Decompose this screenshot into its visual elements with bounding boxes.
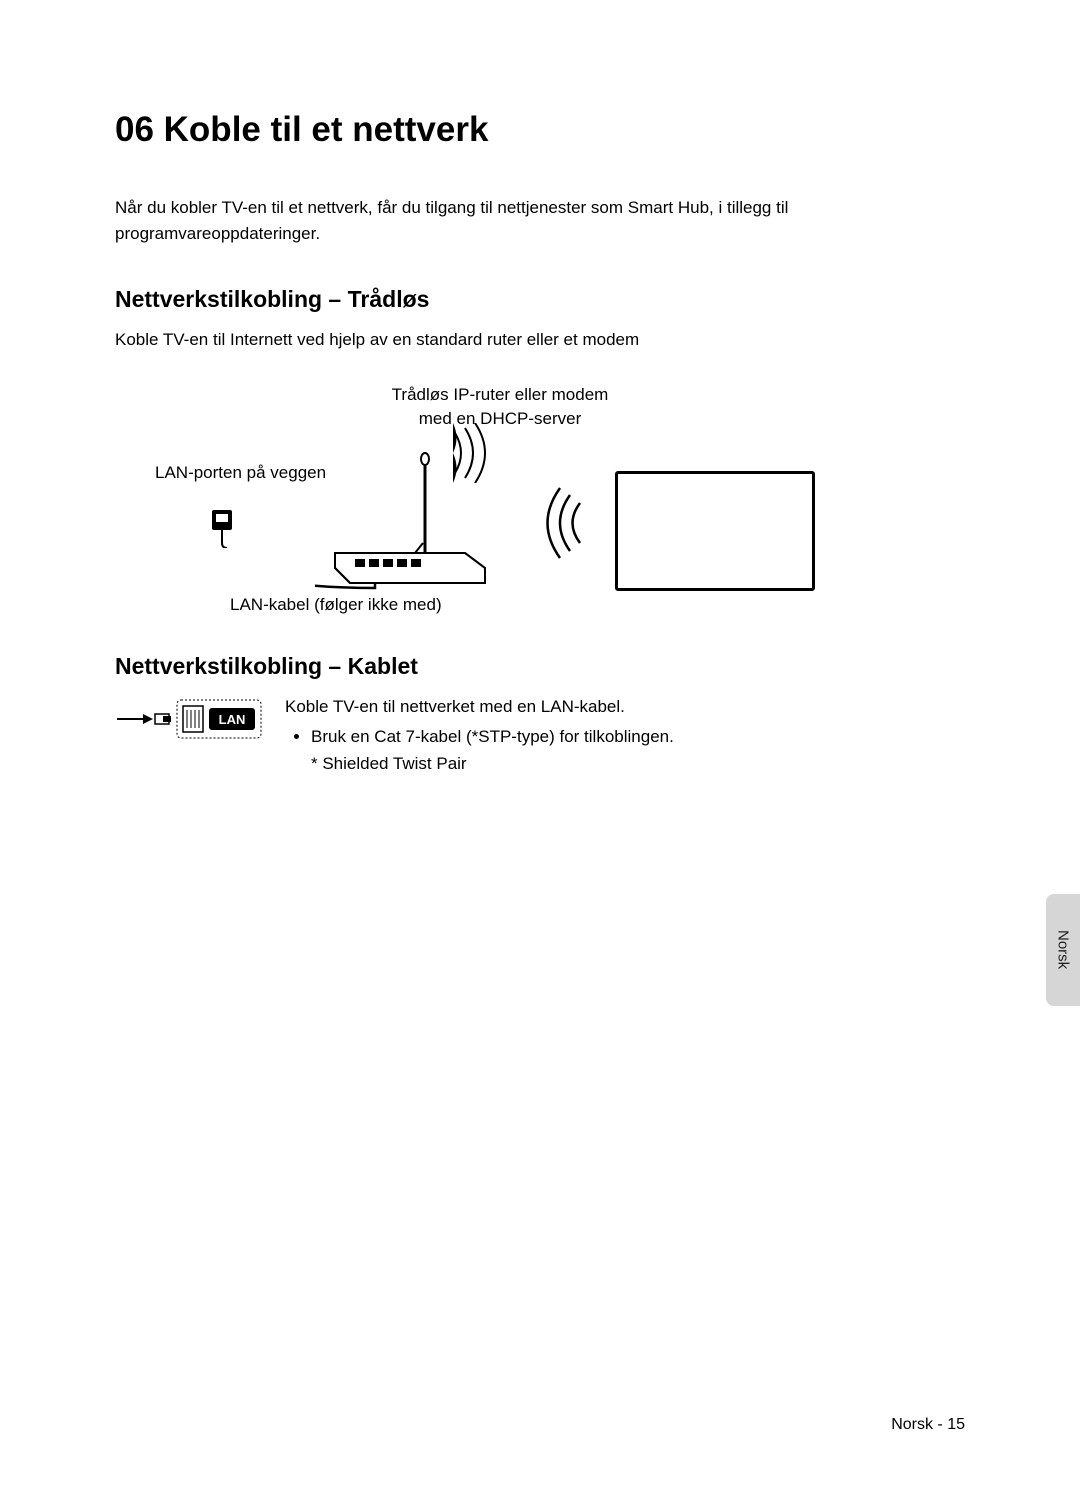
language-tab: Norsk xyxy=(1046,894,1080,1006)
wifi-waves-icon xyxy=(445,423,505,483)
lan-port-label: LAN xyxy=(219,712,246,727)
lanport-label: LAN-porten på veggen xyxy=(155,463,326,483)
wired-subnote: * Shielded Twist Pair xyxy=(285,751,674,777)
wired-section-title: Nettverkstilkobling – Kablet xyxy=(115,653,965,680)
wireless-section-text: Koble TV-en til Internett ved hjelp av e… xyxy=(115,327,965,353)
wired-bullet: Bruk en Cat 7-kabel (*STP-type) for tilk… xyxy=(311,724,674,750)
intro-paragraph: Når du kobler TV-en til et nettverk, får… xyxy=(115,195,965,248)
wireless-section-title: Nettverkstilkobling – Trådløs xyxy=(115,286,965,313)
lan-port-icon: LAN xyxy=(115,694,265,744)
wifi-waves-tv-icon xyxy=(530,483,590,563)
language-tab-label: Norsk xyxy=(1055,930,1072,969)
cable-label: LAN-kabel (følger ikke med) xyxy=(230,595,442,615)
wireless-diagram: Trådløs IP-ruter eller modem med en DHCP… xyxy=(115,383,965,633)
wired-section-text: Koble TV-en til nettverket med en LAN-ka… xyxy=(285,694,674,720)
wall-port-icon xyxy=(210,508,240,548)
page-title: 06 Koble til et nettverk xyxy=(115,110,965,150)
router-label-line1: Trådløs IP-ruter eller modem xyxy=(392,385,609,404)
page-footer: Norsk - 15 xyxy=(891,1416,965,1434)
tv-icon xyxy=(615,471,815,591)
